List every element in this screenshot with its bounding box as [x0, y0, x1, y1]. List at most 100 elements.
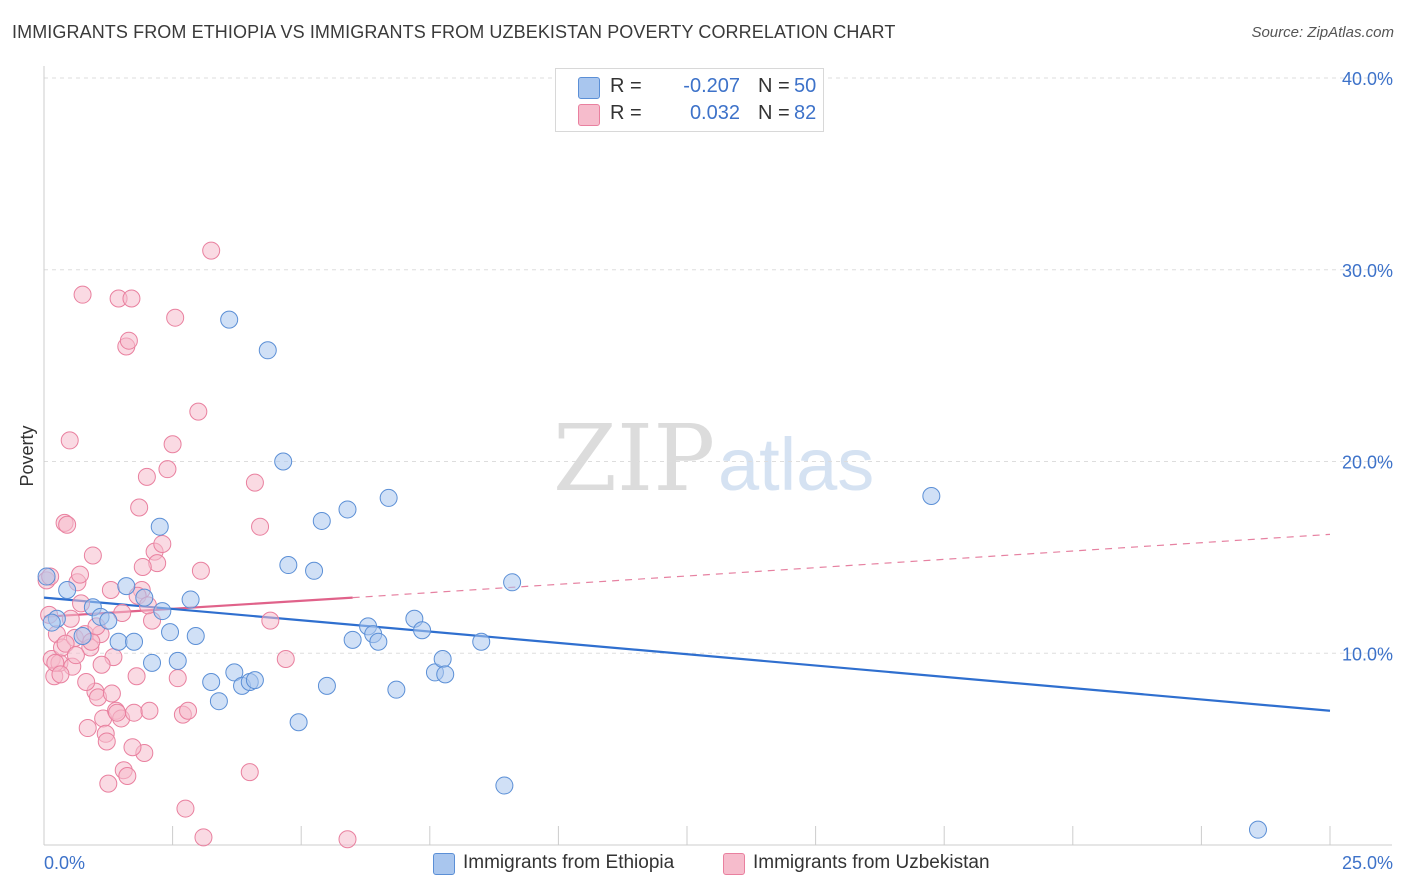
legend-r-label: R =: [610, 102, 642, 124]
data-point-uzbekistan: [261, 611, 280, 630]
data-point-uzbekistan: [71, 565, 90, 584]
data-point-uzbekistan: [133, 557, 152, 576]
data-point-uzbekistan: [108, 703, 127, 722]
data-point-ethiopia: [274, 452, 293, 471]
data-point-uzbekistan: [130, 498, 149, 517]
data-point-ethiopia: [153, 602, 172, 621]
legend-swatch-ethiopia: [433, 853, 455, 875]
data-point-ethiopia: [150, 517, 169, 536]
chart-title: IMMIGRANTS FROM ETHIOPIA VS IMMIGRANTS F…: [12, 22, 896, 42]
data-point-ethiopia: [317, 676, 336, 695]
series-ethiopia-points: [37, 310, 1267, 839]
data-point-ethiopia: [343, 630, 362, 649]
data-point-uzbekistan: [119, 331, 138, 350]
data-point-uzbekistan: [194, 828, 213, 847]
trend-line-uzbekistan-extension: [352, 533, 1331, 599]
data-point-uzbekistan: [92, 655, 111, 674]
x-tick-label: 0.0%: [44, 853, 85, 873]
legend-r-label: R =: [610, 75, 642, 97]
data-point-uzbekistan: [97, 732, 116, 751]
data-point-ethiopia: [433, 650, 452, 669]
y-tick-label: 10.0%: [1342, 644, 1393, 664]
data-point-ethiopia: [245, 671, 264, 690]
data-point-ethiopia: [279, 556, 298, 575]
data-point-uzbekistan: [56, 634, 75, 653]
x-tick-labels: 0.0% 25.0%: [44, 853, 1393, 873]
data-point-ethiopia: [495, 776, 514, 795]
source-label: Source: ZipAtlas.com: [1251, 24, 1394, 41]
data-point-uzbekistan: [99, 774, 118, 793]
data-point-uzbekistan: [137, 467, 156, 486]
data-point-ethiopia: [220, 310, 239, 329]
data-point-uzbekistan: [122, 289, 141, 308]
legend-r-value: -0.207: [683, 75, 740, 97]
data-point-uzbekistan: [240, 763, 259, 782]
legend-swatch-uzbekistan: [723, 853, 745, 875]
data-point-uzbekistan: [276, 650, 295, 669]
x-tick-label: 25.0%: [1342, 853, 1393, 873]
data-point-uzbekistan: [251, 517, 270, 536]
data-point-uzbekistan: [83, 546, 102, 565]
data-point-ethiopia: [289, 713, 308, 732]
data-point-uzbekistan: [102, 684, 121, 703]
data-point-ethiopia: [202, 673, 221, 692]
y-axis-label: Poverty: [17, 425, 37, 486]
data-point-ethiopia: [99, 611, 118, 630]
y-tick-labels: 10.0% 20.0% 30.0% 40.0%: [1342, 69, 1393, 664]
data-point-ethiopia: [125, 632, 144, 651]
data-point-ethiopia: [209, 692, 228, 711]
data-point-uzbekistan: [118, 766, 137, 785]
data-point-uzbekistan: [163, 435, 182, 454]
data-point-uzbekistan: [78, 719, 97, 738]
series-uzbekistan-points: [37, 241, 357, 849]
legend-n-value: 50: [794, 75, 817, 97]
legend-swatch-ethiopia: [578, 77, 600, 99]
data-point-ethiopia: [109, 632, 128, 651]
watermark: ZIP atlas: [553, 405, 874, 512]
data-point-uzbekistan: [125, 703, 144, 722]
data-point-uzbekistan: [127, 667, 146, 686]
data-point-ethiopia: [369, 632, 388, 651]
data-point-ethiopia: [305, 561, 324, 580]
data-point-ethiopia: [258, 341, 277, 360]
data-point-ethiopia: [143, 653, 162, 672]
legend-n-label: N =: [758, 102, 790, 124]
legend-n-label: N =: [758, 75, 790, 97]
data-point-ethiopia: [225, 663, 244, 682]
data-point-uzbekistan: [101, 580, 120, 599]
y-tick-label: 20.0%: [1342, 453, 1393, 473]
data-point-uzbekistan: [73, 285, 92, 304]
data-point-uzbekistan: [166, 308, 185, 327]
data-point-uzbekistan: [51, 665, 70, 684]
data-point-uzbekistan: [140, 701, 159, 720]
data-point-ethiopia: [338, 500, 357, 519]
legend-n-value: 82: [794, 102, 817, 124]
data-point-ethiopia: [181, 590, 200, 609]
data-point-ethiopia: [379, 488, 398, 507]
data-point-ethiopia: [186, 626, 205, 645]
data-point-ethiopia: [42, 613, 61, 632]
data-point-uzbekistan: [113, 603, 132, 622]
data-point-ethiopia: [472, 632, 491, 651]
data-point-uzbekistan: [123, 738, 142, 757]
legend-label-uzbekistan: Immigrants from Uzbekistan: [753, 852, 990, 873]
data-point-ethiopia: [312, 511, 331, 530]
y-tick-label: 40.0%: [1342, 69, 1393, 89]
data-point-ethiopia: [135, 588, 154, 607]
data-point-ethiopia: [436, 665, 455, 684]
data-point-ethiopia: [73, 626, 92, 645]
y-tick-label: 30.0%: [1342, 261, 1393, 281]
legend-label-ethiopia: Immigrants from Ethiopia: [463, 852, 675, 873]
data-point-uzbekistan: [66, 646, 85, 665]
data-point-uzbekistan: [77, 673, 96, 692]
gridlines: [44, 77, 1392, 654]
data-point-uzbekistan: [338, 830, 357, 849]
data-point-uzbekistan: [58, 515, 77, 534]
data-point-uzbekistan: [168, 669, 187, 688]
axes: [43, 66, 1392, 846]
watermark-atlas: atlas: [718, 423, 874, 506]
legend-r-value: 0.032: [689, 102, 740, 124]
legend-swatch-uzbekistan: [578, 104, 600, 126]
data-point-uzbekistan: [176, 799, 195, 818]
